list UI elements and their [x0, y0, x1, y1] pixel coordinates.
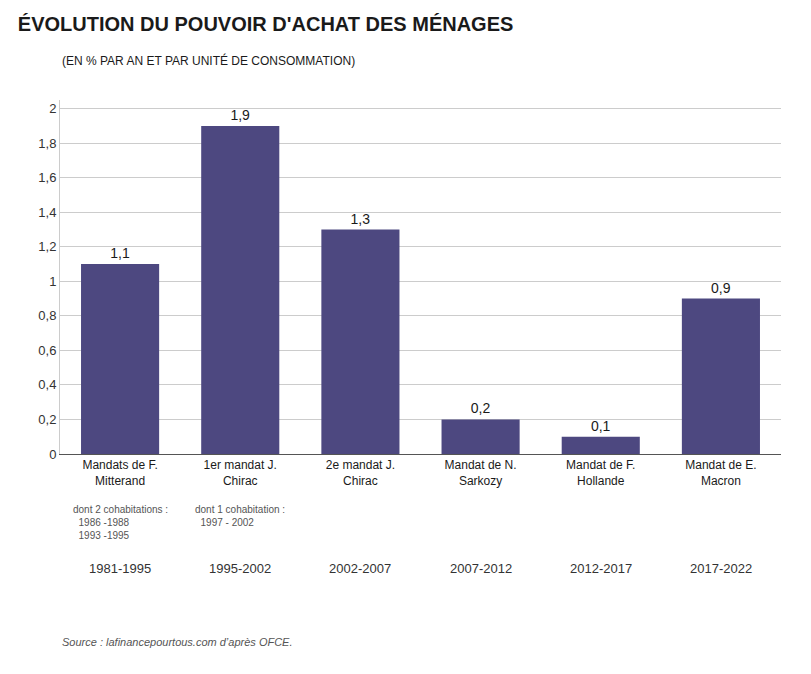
svg-text:1981-1995: 1981-1995 [89, 561, 151, 576]
svg-text:2e mandat J.Chirac: 2e mandat J.Chirac [326, 458, 395, 488]
svg-text:1,9: 1,9 [230, 107, 250, 123]
svg-text:0,1: 0,1 [591, 418, 611, 434]
svg-text:2: 2 [49, 101, 56, 116]
svg-text:0,2: 0,2 [38, 412, 56, 427]
svg-text:0,6: 0,6 [38, 343, 56, 358]
svg-text:1995-2002: 1995-2002 [209, 561, 271, 576]
svg-text:ÉVOLUTION DU POUVOIR D'ACHAT D: ÉVOLUTION DU POUVOIR D'ACHAT DES MÉNAGES [18, 13, 514, 35]
svg-text:1,3: 1,3 [351, 211, 371, 227]
svg-text:Mandat de E.Macron: Mandat de E.Macron [685, 458, 756, 488]
svg-text:Mandats de F.Mitterand: Mandats de F.Mitterand [82, 458, 157, 488]
svg-text:1,2: 1,2 [38, 239, 56, 254]
svg-text:1,6: 1,6 [38, 170, 56, 185]
svg-text:0,2: 0,2 [471, 400, 491, 416]
svg-text:Source : lafinancepourtous.com: Source : lafinancepourtous.com d’après O… [62, 636, 293, 648]
svg-text:0,9: 0,9 [711, 280, 731, 296]
svg-text:dont 2 cohabitations : 1986 -: dont 2 cohabitations : 1986 -1988 1993 -… [73, 504, 168, 541]
svg-text:1er mandat J.Chirac: 1er mandat J.Chirac [204, 458, 277, 488]
svg-text:1: 1 [49, 274, 56, 289]
svg-text:2017-2022: 2017-2022 [690, 561, 752, 576]
svg-text:Mandat de F.Hollande: Mandat de F.Hollande [566, 458, 635, 488]
svg-text:1,1: 1,1 [110, 245, 130, 261]
svg-text:0,4: 0,4 [38, 377, 56, 392]
svg-text:0,8: 0,8 [38, 308, 56, 323]
svg-text:0: 0 [49, 447, 56, 462]
svg-text:1,4: 1,4 [38, 205, 56, 220]
svg-text:dont 1 cohabitation : 1997 -: dont 1 cohabitation : 1997 - 2002 [195, 504, 285, 528]
svg-text:1,8: 1,8 [38, 136, 56, 151]
svg-text:Mandat de N.Sarkozy: Mandat de N.Sarkozy [445, 458, 517, 488]
svg-text:(EN % PAR AN ET PAR UNITÉ DE C: (EN % PAR AN ET PAR UNITÉ DE CONSOMMATIO… [62, 53, 355, 68]
svg-text:2012-2017: 2012-2017 [570, 561, 632, 576]
svg-text:2002-2007: 2002-2007 [329, 561, 391, 576]
svg-text:2007-2012: 2007-2012 [450, 561, 512, 576]
